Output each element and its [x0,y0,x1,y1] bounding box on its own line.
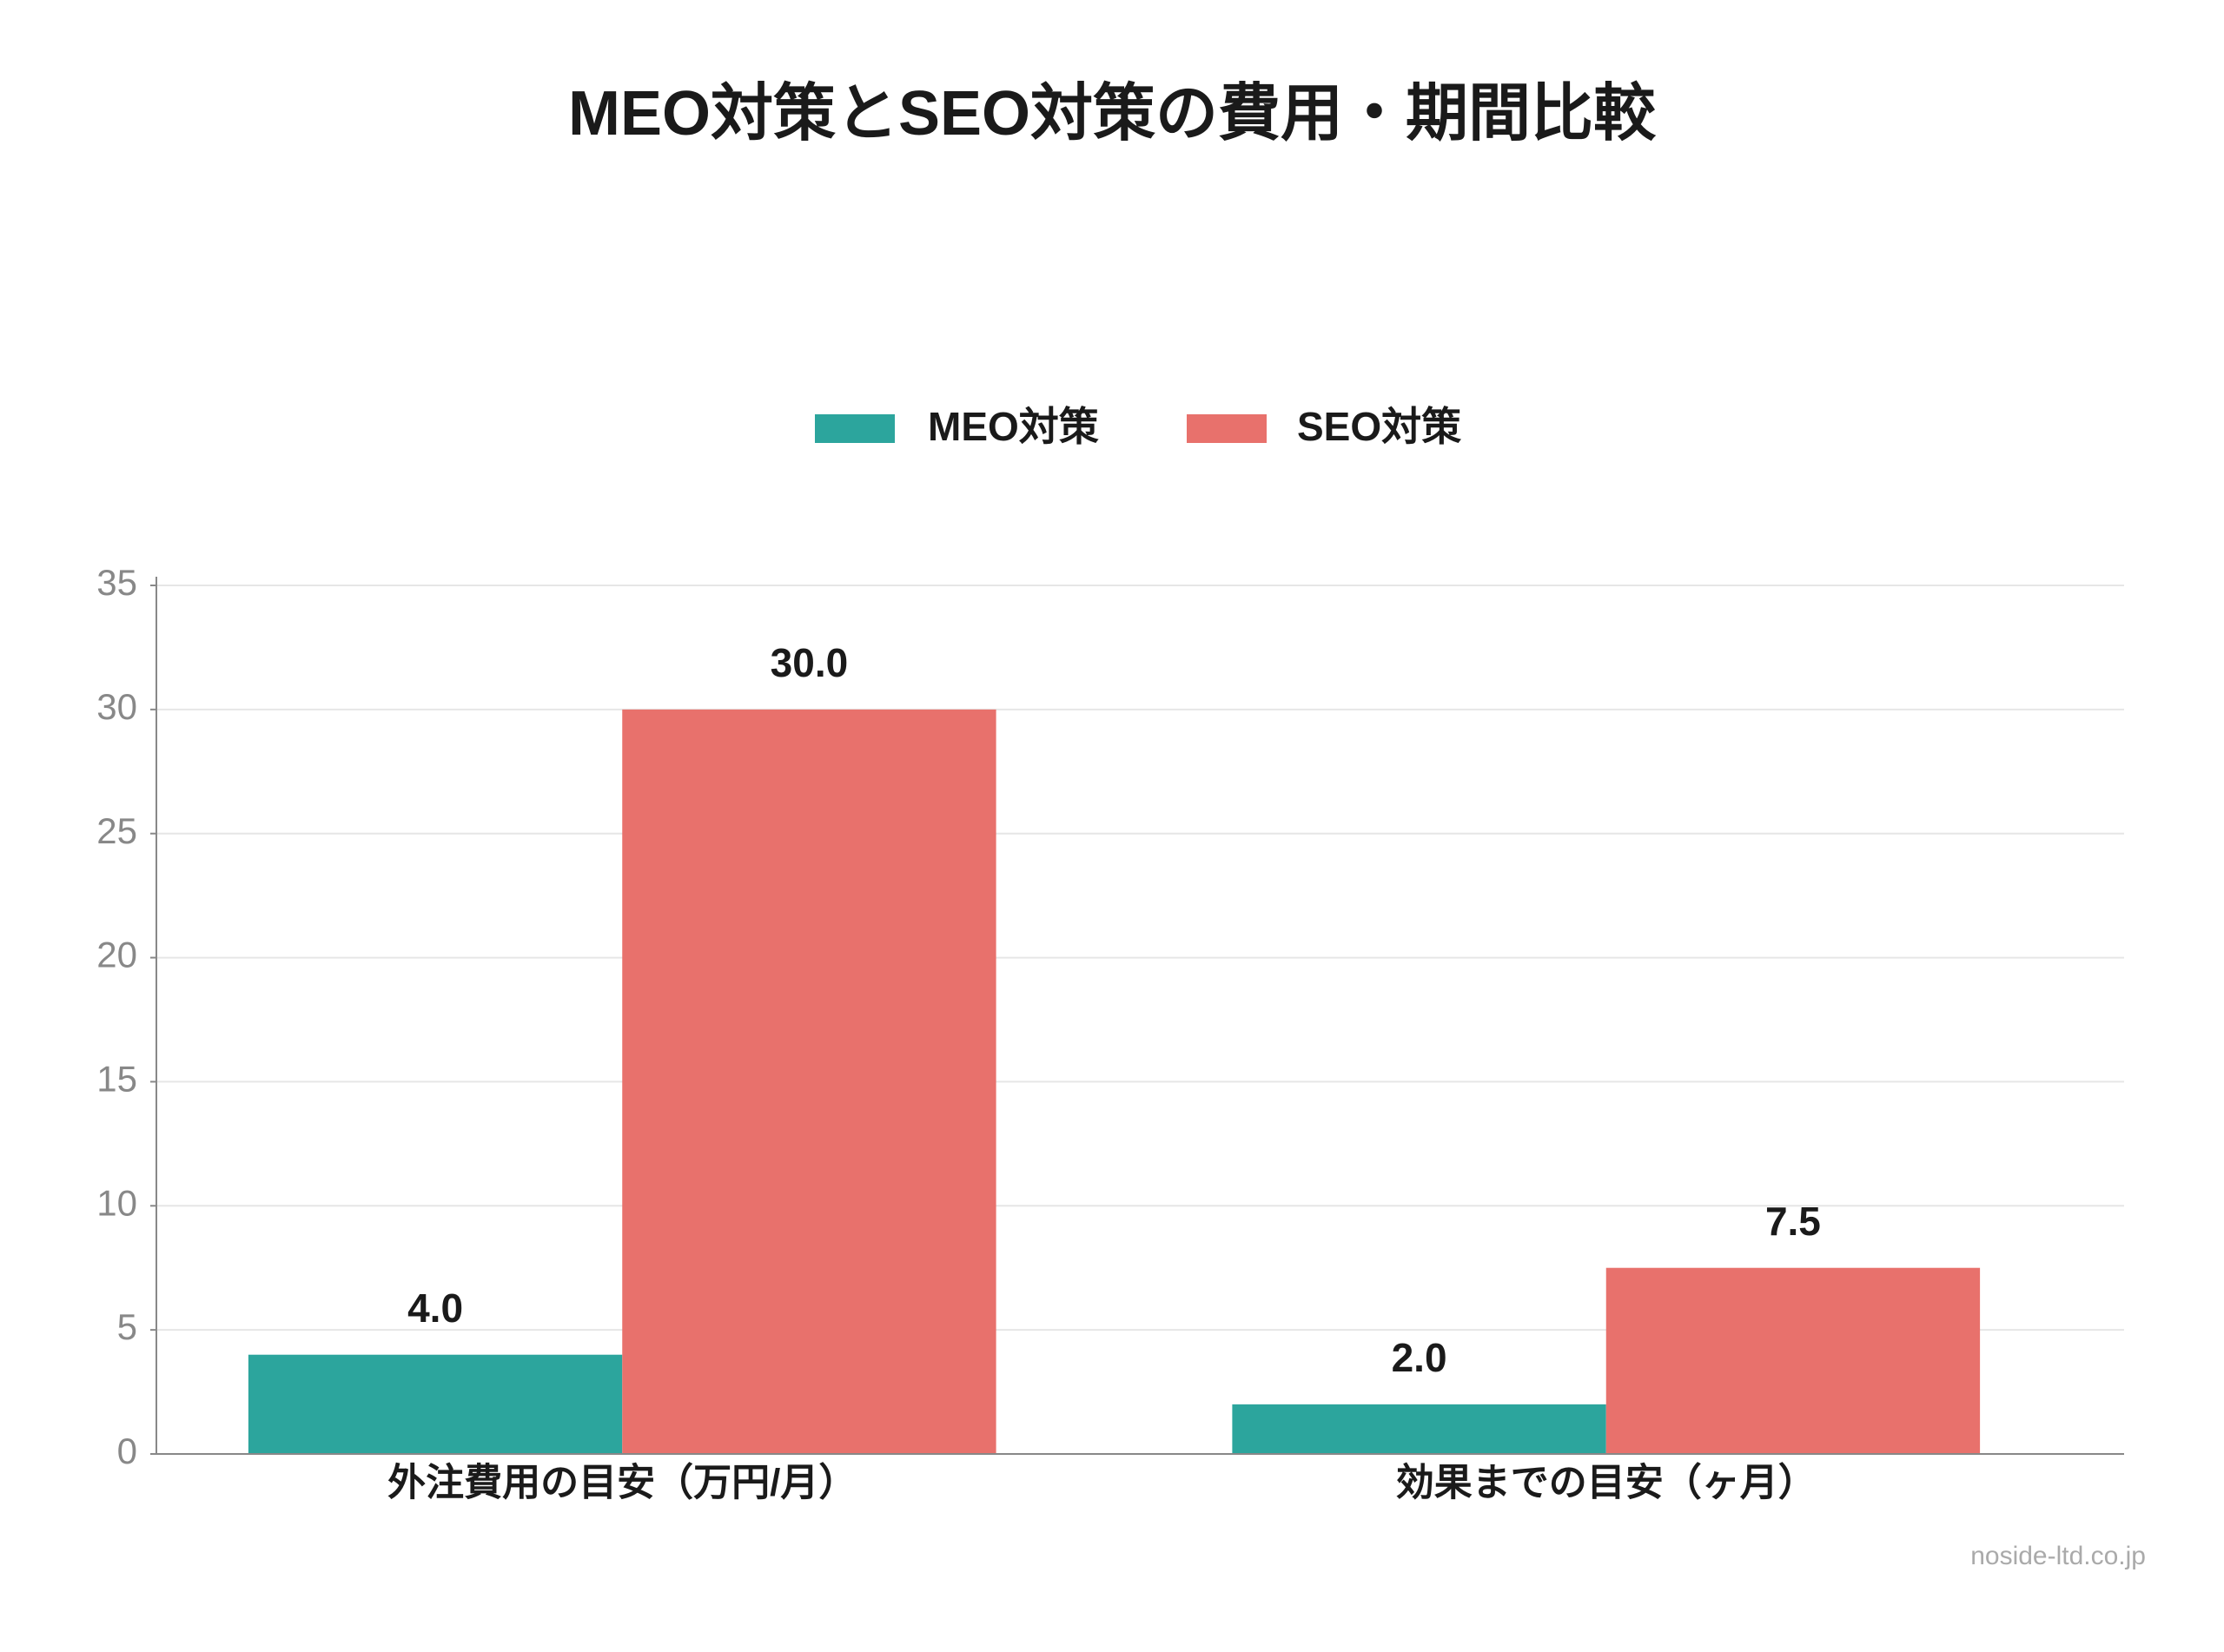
legend-swatch [1187,414,1267,443]
bar [248,1354,623,1454]
watermark: noside-ltd.co.jp [1970,1542,2146,1570]
y-tick-label: 10 [96,1182,137,1223]
y-tick-label: 30 [96,686,137,727]
legend-label: SEO対策 [1297,404,1461,449]
y-tick-label: 0 [117,1431,137,1471]
data-label: 30.0 [771,640,849,685]
y-tick-label: 20 [96,935,137,975]
x-tick-label: 外注費用の目安（万円/月） [387,1462,857,1504]
bar [1232,1404,1606,1454]
x-tick-label: 効果までの目安（ヶ月） [1396,1462,1817,1504]
data-label: 2.0 [1392,1335,1447,1380]
y-tick-label: 15 [96,1059,137,1100]
data-label: 7.5 [1765,1199,1821,1244]
bar [622,709,996,1454]
data-label: 4.0 [407,1285,463,1331]
bar [1605,1267,1981,1454]
legend-swatch [815,414,895,443]
y-tick-label: 5 [117,1306,137,1347]
chart-title: MEO対策とSEO対策の費用・期間比較 [568,79,1657,149]
legend-label: MEO対策 [928,404,1099,449]
y-tick-label: 35 [96,562,137,603]
y-tick-label: 25 [96,810,137,851]
